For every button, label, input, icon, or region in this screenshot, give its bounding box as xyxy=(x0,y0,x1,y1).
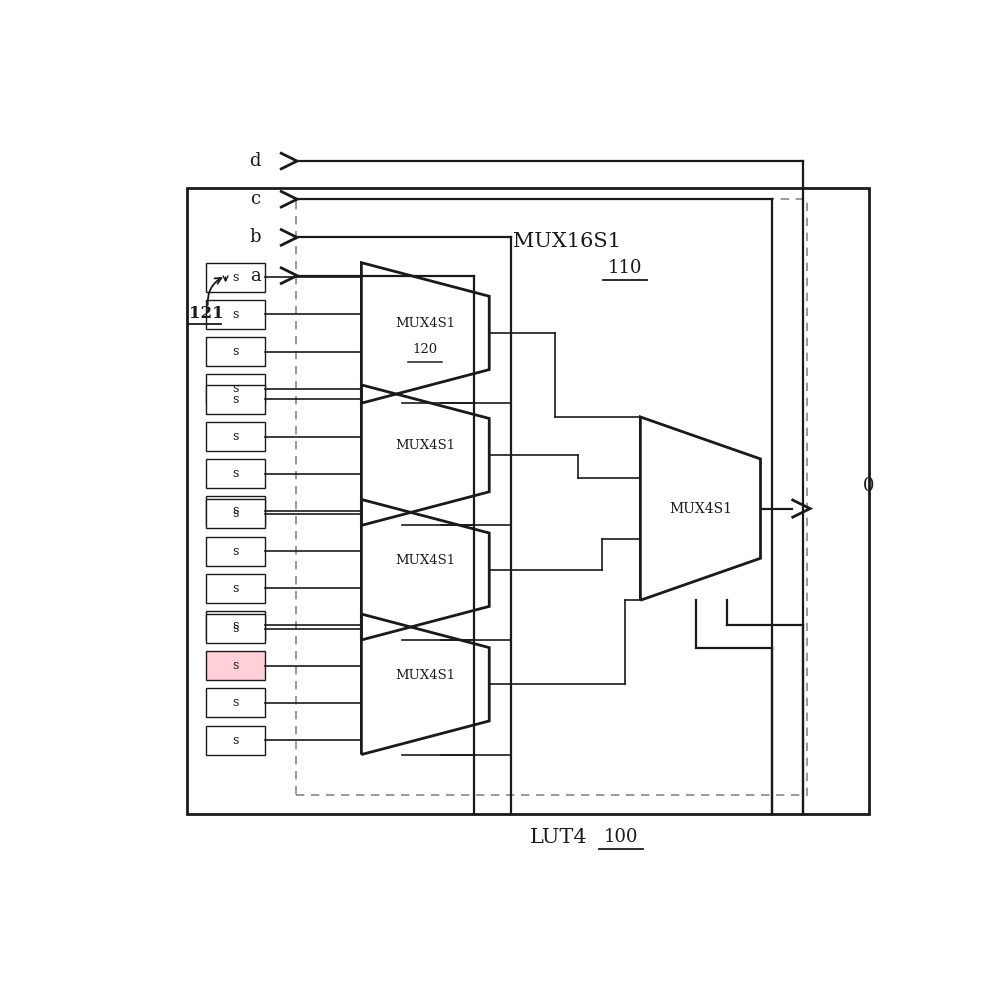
Text: 100: 100 xyxy=(604,828,638,846)
Text: MUX16S1: MUX16S1 xyxy=(513,232,621,251)
Bar xyxy=(206,496,264,526)
Bar xyxy=(206,614,264,643)
Bar xyxy=(206,374,264,403)
Text: s: s xyxy=(232,504,239,518)
Text: 110: 110 xyxy=(608,259,642,277)
Text: c: c xyxy=(250,190,261,208)
Bar xyxy=(206,499,264,529)
Bar xyxy=(206,725,264,755)
Text: MUX4S1: MUX4S1 xyxy=(395,439,455,452)
Text: 120: 120 xyxy=(413,343,438,356)
Bar xyxy=(206,611,264,640)
Bar xyxy=(206,263,264,292)
Text: s: s xyxy=(232,508,239,521)
Bar xyxy=(187,187,869,814)
Bar xyxy=(296,199,807,795)
Text: LUT4: LUT4 xyxy=(530,827,588,846)
Text: s: s xyxy=(232,431,239,443)
Text: MUX4S1: MUX4S1 xyxy=(669,502,732,516)
Text: 0: 0 xyxy=(863,477,875,495)
Text: s: s xyxy=(232,308,239,320)
Bar xyxy=(206,537,264,565)
Text: s: s xyxy=(232,733,239,747)
Text: 121: 121 xyxy=(189,306,223,322)
FancyArrowPatch shape xyxy=(208,278,221,305)
Bar xyxy=(206,651,264,681)
Bar xyxy=(206,300,264,328)
Bar xyxy=(206,459,264,488)
Bar xyxy=(206,688,264,717)
Text: s: s xyxy=(232,345,239,358)
Text: s: s xyxy=(232,467,239,480)
Bar xyxy=(206,385,264,414)
Text: s: s xyxy=(232,581,239,595)
Text: MUX4S1: MUX4S1 xyxy=(395,317,455,330)
Text: s: s xyxy=(232,382,239,395)
Text: MUX4S1: MUX4S1 xyxy=(395,669,455,682)
Text: s: s xyxy=(232,545,239,558)
Text: s: s xyxy=(232,696,239,709)
Bar xyxy=(206,573,264,603)
Text: s: s xyxy=(232,660,239,673)
Text: MUX4S1: MUX4S1 xyxy=(395,555,455,567)
Text: b: b xyxy=(249,228,261,246)
Text: s: s xyxy=(232,619,239,632)
Text: d: d xyxy=(249,152,261,170)
Text: s: s xyxy=(232,622,239,635)
Bar xyxy=(206,422,264,451)
Text: a: a xyxy=(250,267,261,285)
Text: s: s xyxy=(232,271,239,284)
Bar xyxy=(206,337,264,366)
Text: s: s xyxy=(232,393,239,406)
